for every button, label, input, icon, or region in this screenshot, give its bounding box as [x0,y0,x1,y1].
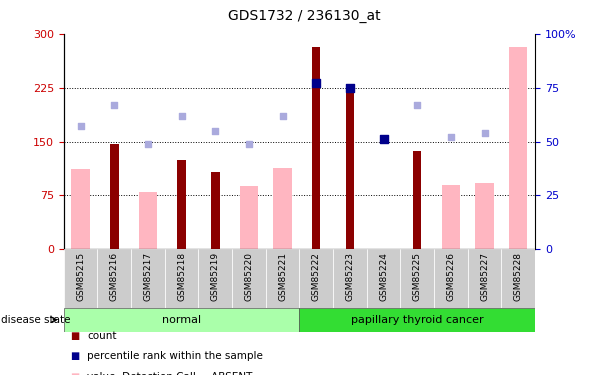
Text: ■: ■ [70,372,79,375]
Text: GSM85219: GSM85219 [211,252,220,302]
Text: GSM85225: GSM85225 [413,252,422,301]
Bar [97,249,131,308]
Text: count: count [87,331,117,340]
Bar [312,47,320,249]
Text: GSM85216: GSM85216 [110,252,119,302]
Text: ■: ■ [70,331,79,340]
Bar [64,249,97,308]
Point [76,123,86,129]
Bar [64,308,299,332]
Point [446,134,456,140]
Bar [232,249,266,308]
Bar [346,91,354,249]
Bar [475,183,494,249]
Bar [509,47,528,249]
Text: ■: ■ [70,351,79,361]
Bar [502,249,535,308]
Bar [178,159,186,249]
Text: GSM85222: GSM85222 [312,252,321,301]
Text: value, Detection Call = ABSENT: value, Detection Call = ABSENT [87,372,252,375]
Bar [71,169,90,249]
Point [311,80,321,86]
Bar [131,249,165,308]
Point [278,112,288,118]
Text: disease state: disease state [1,315,71,325]
Bar [441,185,460,249]
Point [412,102,422,108]
Text: percentile rank within the sample: percentile rank within the sample [87,351,263,361]
Text: GSM85226: GSM85226 [446,252,455,301]
Bar [198,249,232,308]
Bar [434,249,468,308]
Bar [240,186,258,249]
Text: GSM85228: GSM85228 [514,252,523,301]
Bar [299,308,535,332]
Bar [468,249,502,308]
Text: GSM85223: GSM85223 [345,252,354,301]
Point [379,136,389,142]
Text: GSM85224: GSM85224 [379,252,388,301]
Point [345,85,355,91]
Text: GDS1732 / 236130_at: GDS1732 / 236130_at [227,9,381,23]
Text: GSM85221: GSM85221 [278,252,287,301]
Text: GSM85215: GSM85215 [76,252,85,302]
Bar [333,249,367,308]
Bar [165,249,198,308]
Point [177,112,187,118]
Point [480,130,489,136]
Bar [266,249,299,308]
Bar [274,168,292,249]
Bar [413,151,421,249]
Point [379,136,389,142]
Bar [299,249,333,308]
Text: GSM85217: GSM85217 [143,252,153,302]
Bar [401,249,434,308]
Bar [110,144,119,249]
Point [244,141,254,147]
Point [109,102,119,108]
Point [210,128,220,134]
Text: GSM85218: GSM85218 [177,252,186,302]
Text: papillary thyroid cancer: papillary thyroid cancer [351,315,483,325]
Bar [211,172,219,249]
Text: GSM85227: GSM85227 [480,252,489,301]
Text: normal: normal [162,315,201,325]
Point [143,141,153,147]
Bar [367,249,401,308]
Text: GSM85220: GSM85220 [244,252,254,301]
Bar [139,192,157,249]
